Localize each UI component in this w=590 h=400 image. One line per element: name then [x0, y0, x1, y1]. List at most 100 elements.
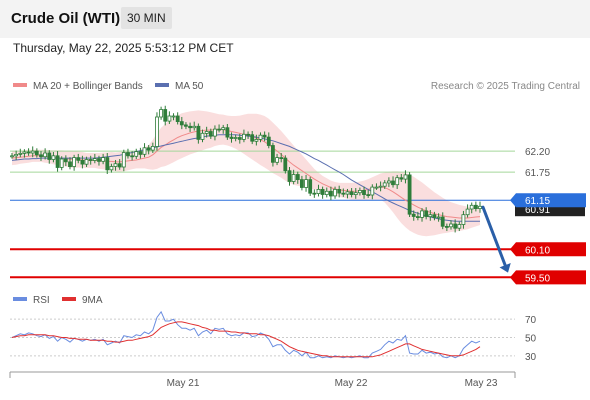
candle-body — [246, 133, 251, 136]
candle-body — [370, 186, 375, 196]
rsi-legend-swatch — [13, 297, 27, 301]
candle-body — [382, 182, 387, 187]
candle-body — [453, 223, 458, 229]
rsi-tick-30: 30 — [525, 352, 537, 363]
candle-body — [357, 189, 362, 194]
candle-body — [39, 154, 43, 158]
candle-body — [150, 146, 155, 151]
candle-body — [18, 153, 23, 155]
candle-body — [378, 185, 383, 188]
rsi-ma-line — [11, 321, 481, 358]
candle-body — [391, 180, 395, 186]
candle-body — [175, 115, 180, 122]
pivot-price-tag: 61.15 — [510, 193, 586, 207]
candle-body — [221, 127, 226, 130]
instrument-title: Crude Oil (WTI) — [11, 10, 121, 27]
resistance-label-61-75: 61.75 — [525, 168, 550, 179]
chart-header: Crude Oil (WTI) 30 MIN — [0, 0, 590, 38]
candle-body — [10, 155, 14, 158]
support-tag-60-10: 60.10 — [510, 242, 586, 256]
candle-body — [316, 188, 321, 194]
candle-body — [304, 179, 309, 188]
candle-body — [275, 157, 280, 163]
pivot-price-label: 61.15 — [525, 196, 550, 207]
rsi-ma-legend-swatch — [62, 297, 76, 301]
candle-body — [217, 128, 222, 131]
ma50-legend-label: MA 50 — [175, 81, 204, 92]
candle-body — [287, 170, 292, 182]
candle-body — [126, 152, 130, 157]
candle-body — [92, 158, 97, 161]
candle-body — [233, 137, 238, 139]
candle-body — [374, 186, 379, 189]
candle-body — [349, 191, 354, 196]
candle-body — [411, 213, 416, 217]
candle-body — [457, 224, 462, 229]
resistance-label-62-20: 62.20 — [525, 147, 550, 158]
candle-body — [225, 127, 230, 138]
candle-body — [291, 174, 296, 182]
candle-body — [424, 210, 429, 217]
candle-body — [84, 159, 89, 165]
candle-body — [250, 134, 255, 142]
candle-body — [183, 124, 188, 127]
support-tag-59-50: 59.50 — [510, 270, 586, 285]
candle-body — [444, 225, 449, 228]
candlesticks — [10, 105, 482, 233]
candle-body — [395, 177, 400, 186]
candle-body — [14, 154, 19, 157]
ma20-legend-label: MA 20 + Bollinger Bands — [33, 81, 143, 92]
candle-body — [30, 150, 35, 154]
candle-body — [270, 145, 275, 163]
candle-body — [43, 152, 47, 158]
candle-body — [415, 216, 420, 219]
candle-body — [105, 157, 110, 171]
rsi-legend-label: RSI — [33, 295, 50, 306]
candle-body — [142, 147, 147, 155]
candle-body — [283, 157, 288, 172]
candle-body — [134, 151, 139, 157]
candle-body — [88, 159, 93, 161]
candle-body — [212, 128, 217, 137]
candle-body — [97, 158, 101, 162]
candle-body — [333, 188, 337, 197]
candle-body — [204, 131, 209, 134]
candle-body — [478, 205, 482, 210]
candle-body — [436, 216, 441, 219]
candle-body — [295, 174, 300, 180]
candle-body — [47, 152, 52, 160]
support-label-60-10: 60.10 — [525, 245, 550, 256]
timeframe-button[interactable]: 30 MIN — [121, 7, 172, 29]
candle-body — [26, 151, 31, 154]
copyright-text: Research © 2025 Trading Central — [431, 81, 580, 92]
candle-body — [34, 150, 39, 156]
candle-body — [386, 180, 391, 184]
candle-body — [440, 216, 445, 227]
candle-body — [399, 177, 404, 180]
candle-body — [101, 157, 105, 162]
candle-body — [432, 214, 437, 218]
candle-body — [130, 155, 135, 158]
candle-body — [188, 125, 193, 129]
candle-body — [117, 163, 122, 168]
candle-body — [366, 194, 371, 197]
candle-body — [328, 190, 333, 197]
candle-body — [258, 134, 263, 140]
candle-body — [473, 204, 478, 210]
chart-datetime: Thursday, May 22, 2025 5:53:12 PM CET — [13, 41, 234, 55]
ma50-legend-swatch — [155, 83, 169, 87]
candle-body — [254, 139, 259, 142]
candle-body — [167, 115, 172, 122]
candle-body — [345, 191, 350, 195]
x-label-may-22: May 22 — [335, 378, 368, 389]
candle-body — [138, 151, 143, 155]
candle-body — [299, 179, 304, 188]
candle-body — [63, 158, 68, 163]
candle-body — [109, 166, 114, 171]
candle-body — [59, 158, 64, 168]
candle-body — [312, 192, 317, 195]
price-chart — [10, 105, 515, 279]
candle-body — [407, 174, 412, 215]
candle-body — [192, 125, 197, 129]
candle-body — [461, 214, 466, 225]
